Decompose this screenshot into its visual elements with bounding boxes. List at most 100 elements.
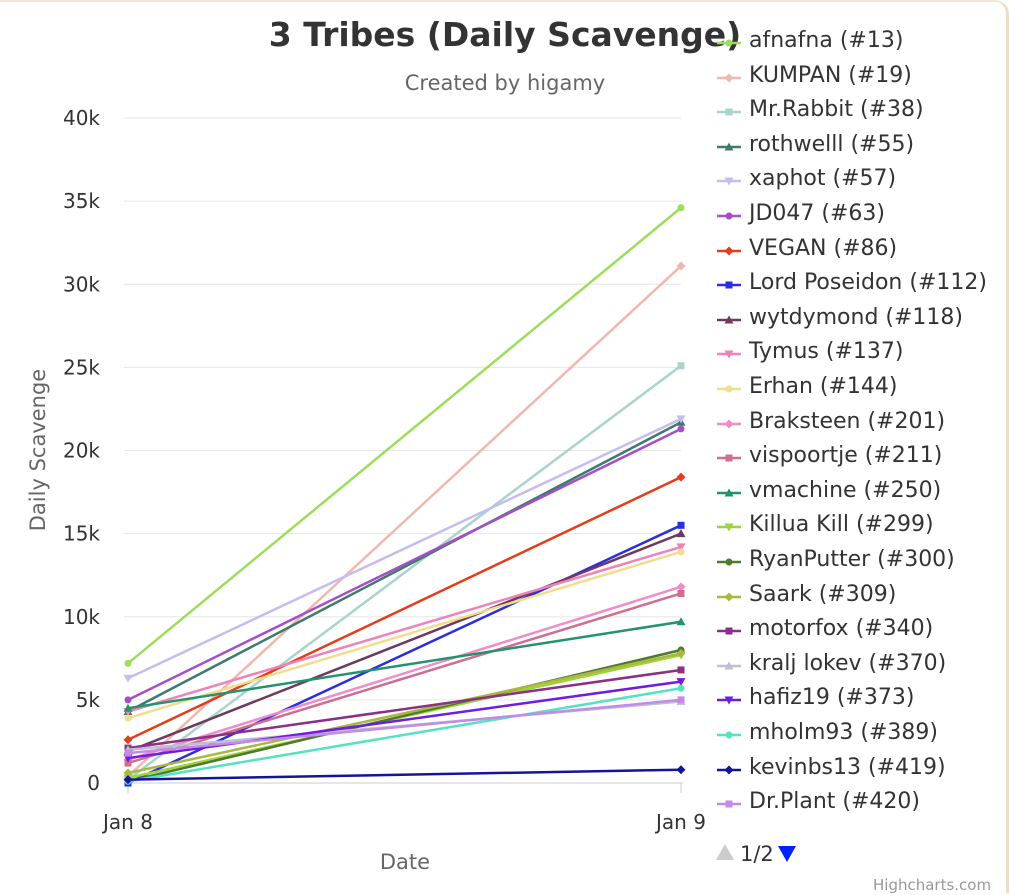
- legend-marker[interactable]: [725, 281, 733, 289]
- data-point[interactable]: [677, 666, 685, 674]
- legend-marker[interactable]: [724, 765, 734, 775]
- series-0[interactable]: [124, 204, 685, 667]
- series-4[interactable]: [123, 415, 686, 683]
- legend-marker[interactable]: [724, 523, 734, 532]
- data-point[interactable]: [677, 425, 685, 433]
- series-line[interactable]: [127, 668, 682, 750]
- series-line[interactable]: [127, 648, 682, 783]
- legend-marker[interactable]: [725, 558, 733, 566]
- data-point[interactable]: [123, 735, 133, 745]
- data-point[interactable]: [123, 768, 133, 778]
- legend-item[interactable]: kevinbs13 (#419): [716, 753, 1006, 787]
- legend-marker[interactable]: [724, 73, 734, 83]
- series-line[interactable]: [127, 364, 682, 781]
- data-point[interactable]: [124, 749, 132, 757]
- legend-item[interactable]: Quakie (#450): [716, 822, 1006, 834]
- data-point[interactable]: [676, 617, 686, 626]
- legend-item[interactable]: motorfox (#340): [716, 614, 1006, 648]
- legend-item[interactable]: Lord Poseidon (#112): [716, 268, 1006, 302]
- series-line[interactable]: [127, 687, 682, 783]
- series-line[interactable]: [127, 475, 682, 741]
- legend-marker[interactable]: [724, 246, 734, 256]
- legend-marker[interactable]: [725, 454, 733, 462]
- legend-item[interactable]: JD047 (#63): [716, 199, 1006, 233]
- legend-marker[interactable]: [724, 177, 734, 186]
- series-16[interactable]: [123, 648, 686, 778]
- series-line[interactable]: [127, 532, 682, 753]
- data-point[interactable]: [124, 696, 132, 704]
- data-point[interactable]: [124, 759, 132, 767]
- legend-down-arrow-icon[interactable]: [778, 846, 796, 862]
- series-line[interactable]: [127, 620, 682, 710]
- series-15[interactable]: [124, 646, 685, 785]
- data-point[interactable]: [124, 714, 132, 722]
- legend-marker[interactable]: [724, 592, 734, 602]
- series-line[interactable]: [127, 206, 682, 665]
- legend-item[interactable]: KUMPAN (#19): [716, 61, 1006, 95]
- series-line[interactable]: [127, 698, 682, 755]
- series-line[interactable]: [127, 585, 682, 761]
- series-5[interactable]: [124, 425, 685, 704]
- data-point[interactable]: [123, 703, 133, 712]
- legend-marker[interactable]: [725, 108, 733, 116]
- series-line[interactable]: [127, 421, 682, 713]
- data-point[interactable]: [676, 261, 686, 271]
- data-point[interactable]: [676, 678, 686, 687]
- series-lines[interactable]: [123, 204, 686, 787]
- legend-item[interactable]: wytdymond (#118): [716, 303, 1006, 337]
- series-13[interactable]: [123, 617, 686, 712]
- legend-marker[interactable]: [725, 800, 733, 808]
- legend-up-arrow-icon[interactable]: [716, 844, 734, 860]
- legend-item[interactable]: xaphot (#57): [716, 164, 1006, 198]
- legend-marker[interactable]: [725, 212, 733, 220]
- series-line[interactable]: [127, 524, 682, 785]
- legend-item[interactable]: kralj lokev (#370): [716, 649, 1006, 683]
- legend-item[interactable]: vispoortje (#211): [716, 441, 1006, 475]
- legend-item[interactable]: Mr.Rabbit (#38): [716, 95, 1006, 129]
- data-point[interactable]: [676, 415, 686, 424]
- legend-marker[interactable]: [725, 627, 733, 635]
- legend-item[interactable]: Dr.Plant (#420): [716, 787, 1006, 821]
- legend-item[interactable]: rothwelll (#55): [716, 130, 1006, 164]
- series-line[interactable]: [127, 545, 682, 713]
- series-line[interactable]: [127, 550, 682, 720]
- data-point[interactable]: [676, 582, 686, 592]
- data-point[interactable]: [676, 543, 686, 552]
- data-point[interactable]: [677, 684, 685, 692]
- legend-marker[interactable]: [724, 488, 734, 497]
- legend-marker[interactable]: [725, 39, 733, 47]
- data-point[interactable]: [677, 696, 685, 704]
- data-point[interactable]: [676, 648, 686, 658]
- series-line[interactable]: [127, 652, 682, 775]
- data-point[interactable]: [123, 775, 133, 785]
- data-point[interactable]: [676, 472, 686, 482]
- legend-item[interactable]: mholm93 (#389): [716, 718, 1006, 752]
- series-22[interactable]: [124, 696, 685, 757]
- legend-item[interactable]: RyanPutter (#300): [716, 545, 1006, 579]
- series-21[interactable]: [123, 765, 686, 785]
- credits-link[interactable]: Highcharts.com: [873, 876, 992, 894]
- series-9[interactable]: [123, 543, 686, 717]
- series-6[interactable]: [123, 472, 686, 745]
- legend-item[interactable]: Erhan (#144): [716, 372, 1006, 406]
- data-point[interactable]: [677, 548, 685, 556]
- legend-item[interactable]: Saark (#309): [716, 580, 1006, 614]
- data-point[interactable]: [677, 362, 685, 370]
- legend-item[interactable]: Braksteen (#201): [716, 407, 1006, 441]
- series-line[interactable]: [127, 768, 682, 781]
- data-point[interactable]: [677, 589, 685, 597]
- legend-marker[interactable]: [724, 661, 734, 670]
- series-line[interactable]: [127, 417, 682, 680]
- legend-item[interactable]: Killua Kill (#299): [716, 510, 1006, 544]
- legend-item[interactable]: VEGAN (#86): [716, 234, 1006, 268]
- legend-marker[interactable]: [725, 731, 733, 739]
- legend-marker[interactable]: [724, 696, 734, 705]
- legend-marker[interactable]: [724, 315, 734, 324]
- legend-item[interactable]: vmachine (#250): [716, 476, 1006, 510]
- series-line[interactable]: [127, 427, 682, 701]
- data-point[interactable]: [677, 521, 685, 529]
- series-10[interactable]: [124, 548, 685, 722]
- legend-item[interactable]: afnafna (#13): [716, 26, 1006, 60]
- legend-item[interactable]: Tymus (#137): [716, 337, 1006, 371]
- data-point[interactable]: [676, 765, 686, 775]
